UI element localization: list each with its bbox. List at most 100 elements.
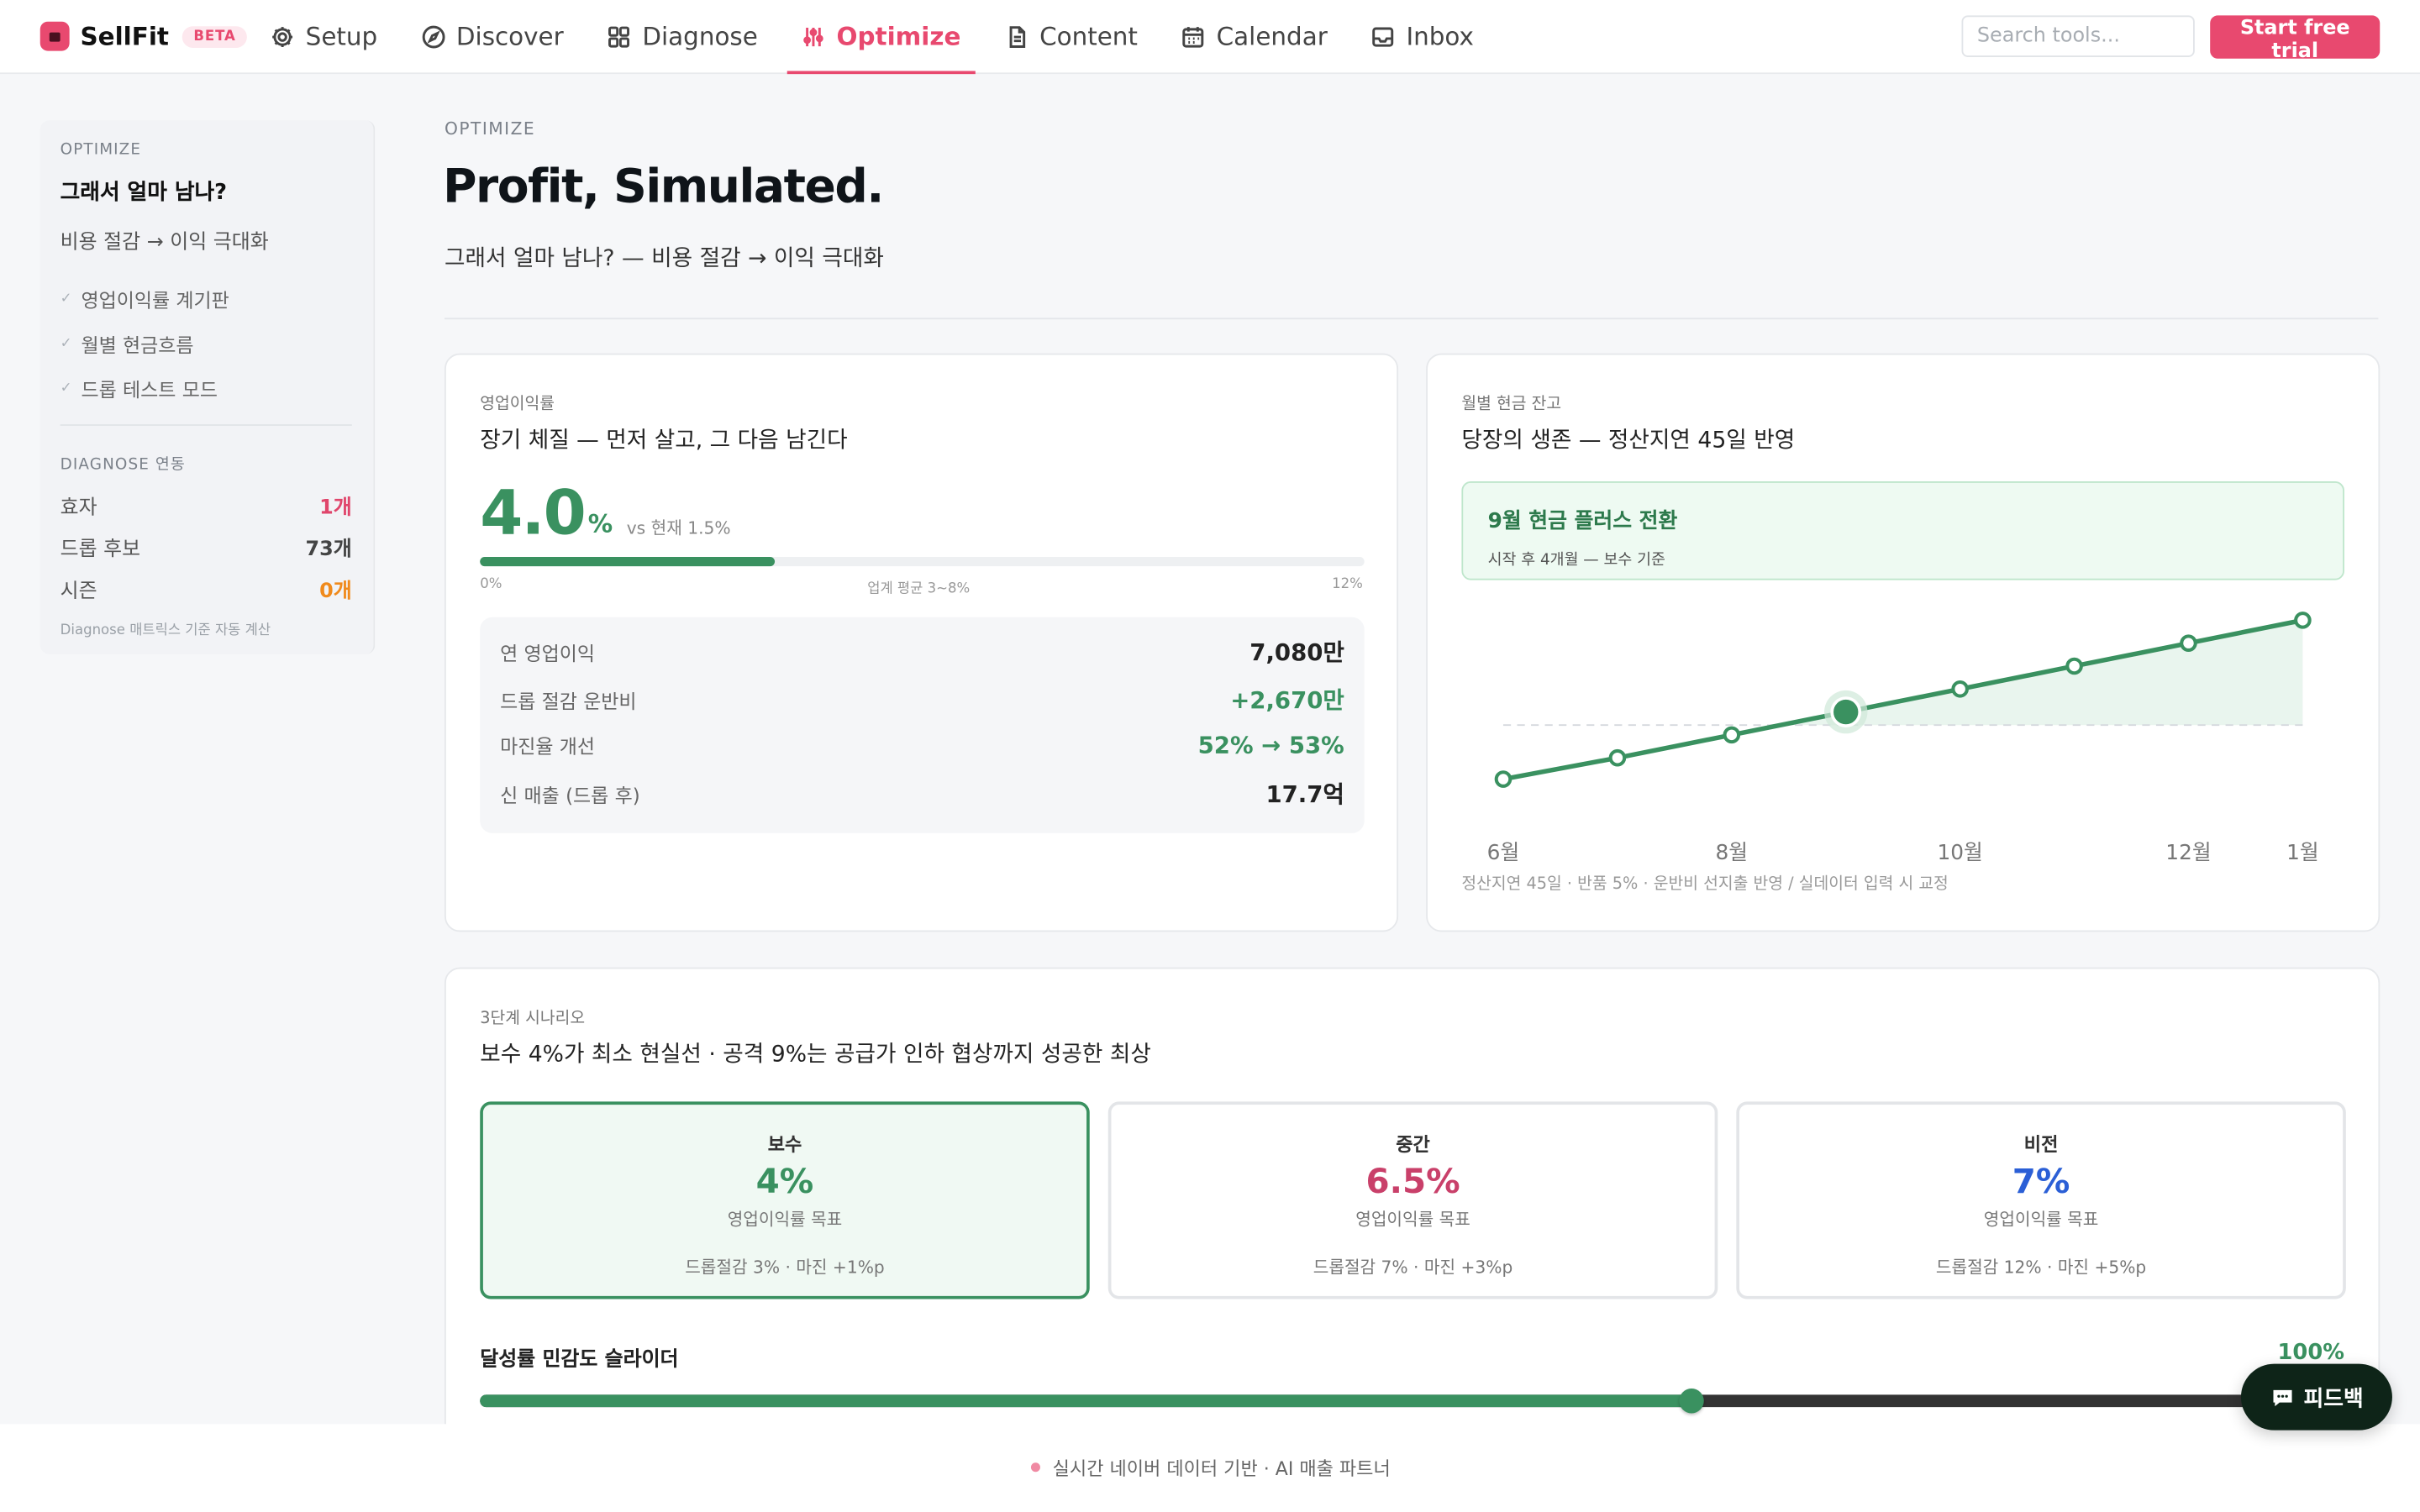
x-tick-label: 12월: [2165, 840, 2211, 864]
data-point: [1951, 680, 1969, 698]
beta-badge: BETA: [182, 25, 247, 48]
tab-diagnose[interactable]: Diagnose: [593, 0, 772, 72]
tier-name: 비전: [2023, 1134, 2059, 1156]
divider: [60, 424, 352, 426]
data-point: [1494, 770, 1512, 788]
sensitivity-slider-track[interactable]: [480, 1394, 2345, 1408]
tier-description: 영업이익률 목표: [1355, 1210, 1470, 1230]
tier-description: 영업이익률 목표: [1983, 1210, 2099, 1230]
footer-bar: 실시간 네이버 데이터 기반 · AI 매출 파트너: [0, 1424, 2420, 1512]
tier-value: 6.5%: [1365, 1163, 1460, 1202]
metric-row: 마진율 개선 52% → 53%: [500, 730, 1344, 759]
sidebar-subtitle: 비용 절감 → 이익 극대화: [60, 231, 269, 255]
stat-value: 73개: [305, 538, 352, 562]
tab-label: Optimize: [836, 21, 961, 51]
card-eyebrow: 월별 현금 잔고: [1461, 395, 1562, 414]
stat-label: 효자: [60, 496, 97, 520]
tab-setup[interactable]: Setup: [256, 0, 392, 72]
sidebar-eyebrow: OPTIMIZE: [60, 141, 142, 160]
metric-label: 연 영업이익: [500, 642, 596, 665]
x-tick-label: 6월: [1487, 840, 1520, 864]
stat-label: 드롭 후보: [60, 538, 141, 562]
monthly-cash-card: 월별 현금 잔고 당장의 생존 — 정산지연 45일 반영 9월 현금 플러스 …: [1426, 353, 2381, 932]
card-eyebrow: 3단계 시나리오: [480, 1009, 586, 1028]
tier-value: 7%: [2012, 1163, 2070, 1202]
sidebar-item-drop-test[interactable]: ✓ 드롭 테스트 모드: [60, 365, 352, 410]
data-point: [2294, 612, 2312, 629]
diagnose-stats: 효자 1개 드롭 후보 73개 시즌 0개: [60, 485, 352, 610]
feedback-label: 피드백: [2303, 1386, 2364, 1411]
metric-label: 마진율 개선: [500, 734, 596, 758]
gauge-max-label: 12%: [1332, 576, 1363, 593]
scenario-conservative-option[interactable]: 보수 4% 영업이익률 목표 드롭절감 3% · 마진 +1%p: [480, 1101, 1090, 1299]
stat-row: 효자 1개: [60, 485, 352, 527]
brand-logo[interactable]: SellFit BETA: [39, 21, 247, 51]
alert-title: 9월 현금 플러스 전환: [1487, 509, 1678, 534]
tab-calendar[interactable]: Calendar: [1167, 0, 1341, 72]
stat-row: 시즌 0개: [60, 568, 352, 610]
metric-row: 신 매출 (드롭 후) 17.7억: [500, 778, 1344, 811]
tier-detail: 드롭절감 3% · 마진 +1%p: [685, 1257, 885, 1278]
stat-value: 1개: [319, 496, 352, 520]
stat-row: 드롭 후보 73개: [60, 526, 352, 568]
sidebar-item-label: 드롭 테스트 모드: [81, 378, 218, 402]
sidebar-item-margin-gauge[interactable]: ✓ 영업이익률 계기판: [60, 276, 352, 321]
tab-content[interactable]: Content: [990, 0, 1151, 72]
breakeven-point: [1830, 696, 1862, 727]
data-point: [2065, 657, 2083, 675]
chat-icon: [2272, 1389, 2291, 1406]
tab-discover[interactable]: Discover: [407, 0, 577, 72]
footer-text: 실시간 네이버 데이터 기반 · AI 매출 파트너: [1052, 1457, 1391, 1480]
card-eyebrow: 영업이익률: [480, 395, 555, 414]
gauge-min-label: 0%: [480, 576, 502, 593]
metric-label: 드롭 절감 운반비: [500, 690, 637, 713]
tier-description: 영업이익률 목표: [727, 1210, 843, 1230]
top-nav: SellFit BETA Setup Discover Diagnose Opt…: [0, 0, 2420, 75]
data-point: [1608, 748, 1627, 767]
margin-gauge-fill: [480, 557, 775, 567]
sidebar-item-label: 월별 현금흐름: [81, 333, 194, 357]
check-icon: ✓: [60, 335, 72, 351]
sliders-icon: [803, 27, 823, 46]
tier-value: 4%: [755, 1163, 814, 1202]
metric-value: +2,670만: [1230, 686, 1344, 715]
page-eyebrow: OPTIMIZE: [444, 118, 536, 139]
sensitivity-slider-value: 100%: [2277, 1341, 2345, 1366]
search-input[interactable]: [1961, 15, 2195, 57]
brand-name: SellFit: [80, 21, 169, 51]
metric-value: 17.7억: [1265, 780, 1344, 809]
stat-label: 시즌: [60, 580, 97, 604]
gear-icon: [272, 26, 293, 47]
metric-row: 연 영업이익 7,080만: [500, 636, 1344, 669]
status-dot: [1030, 1462, 1040, 1473]
sidebar-item-label: 영업이익률 계기판: [81, 288, 229, 312]
card-title: 당장의 생존 — 정산지연 45일 반영: [1461, 428, 1796, 454]
feedback-button[interactable]: 피드백: [2240, 1363, 2392, 1431]
compass-icon: [421, 24, 445, 48]
sensitivity-slider-handle[interactable]: [1679, 1389, 1705, 1414]
tab-label: Content: [1039, 21, 1138, 51]
scenario-moderate-option[interactable]: 중간 6.5% 영업이익률 목표 드롭절감 7% · 마진 +3%p: [1107, 1101, 1718, 1299]
scenario-vision-option[interactable]: 비전 7% 영업이익률 목표 드롭절감 12% · 마진 +5%p: [1736, 1101, 2346, 1299]
cash-positive-alert: 9월 현금 플러스 전환 시작 후 4개월 — 보수 기준: [1461, 481, 2345, 580]
inbox-icon: [1372, 26, 1394, 46]
document-icon: [1008, 25, 1025, 48]
sidebar-item-cashflow[interactable]: ✓ 월별 현금흐름: [60, 321, 352, 365]
tab-label: Discover: [455, 21, 564, 51]
tab-inbox[interactable]: Inbox: [1357, 0, 1488, 72]
tier-name: 중간: [1396, 1134, 1430, 1156]
bag-icon: [39, 21, 70, 51]
tab-optimize[interactable]: Optimize: [786, 0, 975, 75]
x-tick-label: 10월: [1937, 840, 1982, 864]
tier-detail: 드롭절감 12% · 마진 +5%p: [1935, 1257, 2147, 1278]
card-title: 보수 4%가 최소 현실선 · 공격 9%는 공급가 인하 협상까지 성공한 최…: [480, 1042, 1151, 1068]
metric-value: 52% → 53%: [1197, 730, 1344, 759]
sidebar-footnote: Diagnose 매트릭스 기준 자동 계산: [60, 623, 271, 639]
chart-footnote: 정산지연 45일 · 반품 5% · 운반비 선지출 반영 / 실데이터 입력 …: [1461, 874, 1949, 894]
diagnose-section-title: DIAGNOSE 연동: [60, 456, 186, 474]
start-free-trial-button[interactable]: Start free trial: [2210, 15, 2381, 63]
sensitivity-slider-fill: [480, 1394, 1692, 1408]
margin-unit: %: [587, 509, 613, 539]
margin-gauge: [480, 557, 1365, 567]
page-title: Profit, Simulated.: [443, 160, 884, 215]
